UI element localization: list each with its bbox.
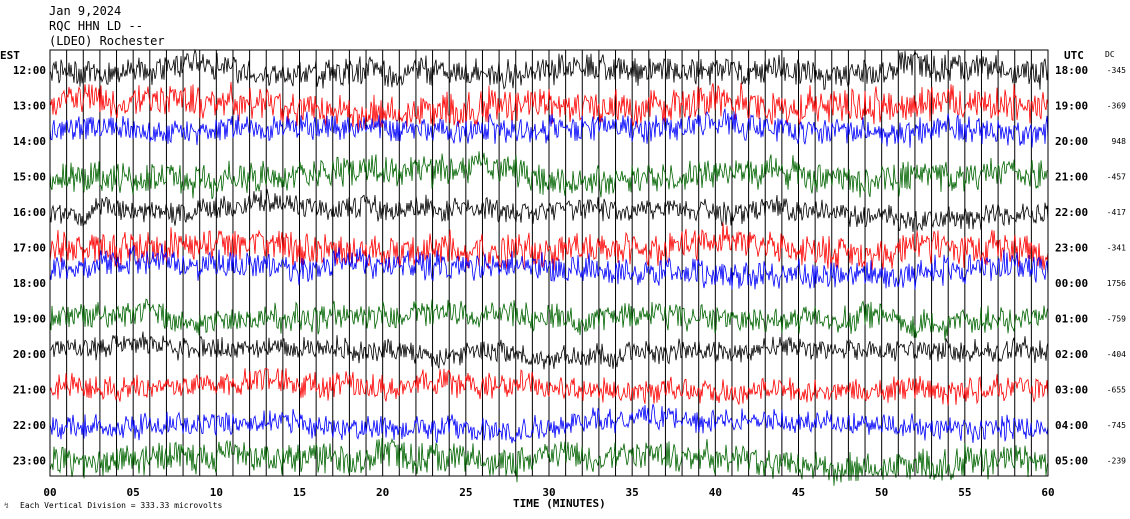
utc-hour-label: 22:00: [1055, 206, 1088, 219]
dc-offset-label: -759: [1107, 315, 1126, 324]
dc-offset-label: -457: [1107, 173, 1126, 182]
station-code: RQC HHN LD --: [49, 19, 143, 33]
utc-hour-label: 00:00: [1055, 277, 1088, 290]
x-tick-label: 00: [43, 486, 56, 499]
utc-hour-label: 01:00: [1055, 313, 1088, 326]
network-name: (LDEO) Rochester: [49, 34, 165, 48]
scale-icon: ↯: [4, 501, 9, 510]
seismic-traces: [49, 48, 1049, 486]
x-tick-labels: 00 05 10 15 20 25 30 35 40 45 50 55 60: [43, 486, 1054, 499]
dc-offset-label: -341: [1107, 244, 1126, 253]
x-tick-label: 25: [459, 486, 472, 499]
dc-offset-label: 1756: [1107, 279, 1126, 288]
est-hour-label: 22:00: [13, 419, 46, 432]
utc-hour-label: 21:00: [1055, 171, 1088, 184]
trace-2100: [49, 368, 1049, 406]
footer-scale-note: Each Vertical Division = 333.33 microvol…: [20, 501, 222, 510]
dc-offset-label: -745: [1107, 421, 1126, 430]
utc-axis-label: UTC: [1064, 49, 1084, 62]
trace-1300: [49, 81, 1049, 133]
dc-offset-label: -655: [1107, 386, 1126, 395]
x-tick-label: 20: [376, 486, 389, 499]
plot-frame: [49, 49, 1049, 477]
row-labels: 12:00 18:00 -345 13:00 19:00 -369 14:00 20:00 94…: [13, 64, 1126, 468]
est-hour-label: 12:00: [13, 64, 46, 77]
trace-1400: [49, 108, 1049, 148]
utc-hour-label: 19:00: [1055, 100, 1088, 113]
trace-1200: [49, 48, 1049, 91]
dc-offset-label: -239: [1107, 457, 1126, 466]
x-tick-label: 10: [210, 486, 223, 499]
trace-1800: [49, 243, 1049, 290]
trace-1900: [49, 298, 1049, 341]
est-hour-label: 16:00: [13, 206, 46, 219]
est-hour-label: 21:00: [13, 384, 46, 397]
est-hour-label: 19:00: [13, 313, 46, 326]
utc-hour-label: 18:00: [1055, 64, 1088, 77]
x-tick-label: 15: [293, 486, 306, 499]
dc-axis-label: DC: [1105, 50, 1115, 59]
x-tick-label: 45: [792, 486, 805, 499]
trace-2200: [49, 403, 1049, 444]
trace-2300: [49, 437, 1049, 486]
x-tick-label: 55: [958, 486, 971, 499]
trace-1700: [49, 222, 1049, 271]
est-hour-label: 23:00: [13, 455, 46, 468]
x-tick-label: 05: [127, 486, 140, 499]
est-hour-label: 13:00: [13, 100, 46, 113]
est-hour-label: 18:00: [13, 277, 46, 290]
x-tick-label: 40: [709, 486, 722, 499]
est-hour-label: 17:00: [13, 242, 46, 255]
plot-date: Jan 9,2024: [49, 4, 122, 18]
x-tick-label: 35: [626, 486, 639, 499]
dc-offset-label: -417: [1107, 208, 1126, 217]
dc-offset-label: -404: [1107, 350, 1126, 359]
est-hour-label: 15:00: [13, 171, 46, 184]
dc-offset-label: 948: [1112, 137, 1127, 146]
est-hour-label: 14:00: [13, 135, 46, 148]
x-tick-label: 30: [542, 486, 555, 499]
trace-1500: [49, 151, 1049, 200]
x-tick-label: 60: [1041, 486, 1054, 499]
dc-offset-label: -369: [1107, 102, 1126, 111]
x-axis-title: TIME (MINUTES): [513, 497, 606, 510]
est-axis-label: EST: [0, 49, 20, 62]
trace-2000: [49, 331, 1049, 370]
utc-hour-label: 20:00: [1055, 135, 1088, 148]
utc-hour-label: 04:00: [1055, 419, 1088, 432]
dc-offset-label: -345: [1107, 66, 1126, 75]
x-tick-label: 50: [875, 486, 888, 499]
trace-1600: [49, 188, 1049, 233]
utc-hour-label: 03:00: [1055, 384, 1088, 397]
utc-hour-label: 02:00: [1055, 348, 1088, 361]
est-hour-label: 20:00: [13, 348, 46, 361]
utc-hour-label: 05:00: [1055, 455, 1088, 468]
utc-hour-label: 23:00: [1055, 242, 1088, 255]
